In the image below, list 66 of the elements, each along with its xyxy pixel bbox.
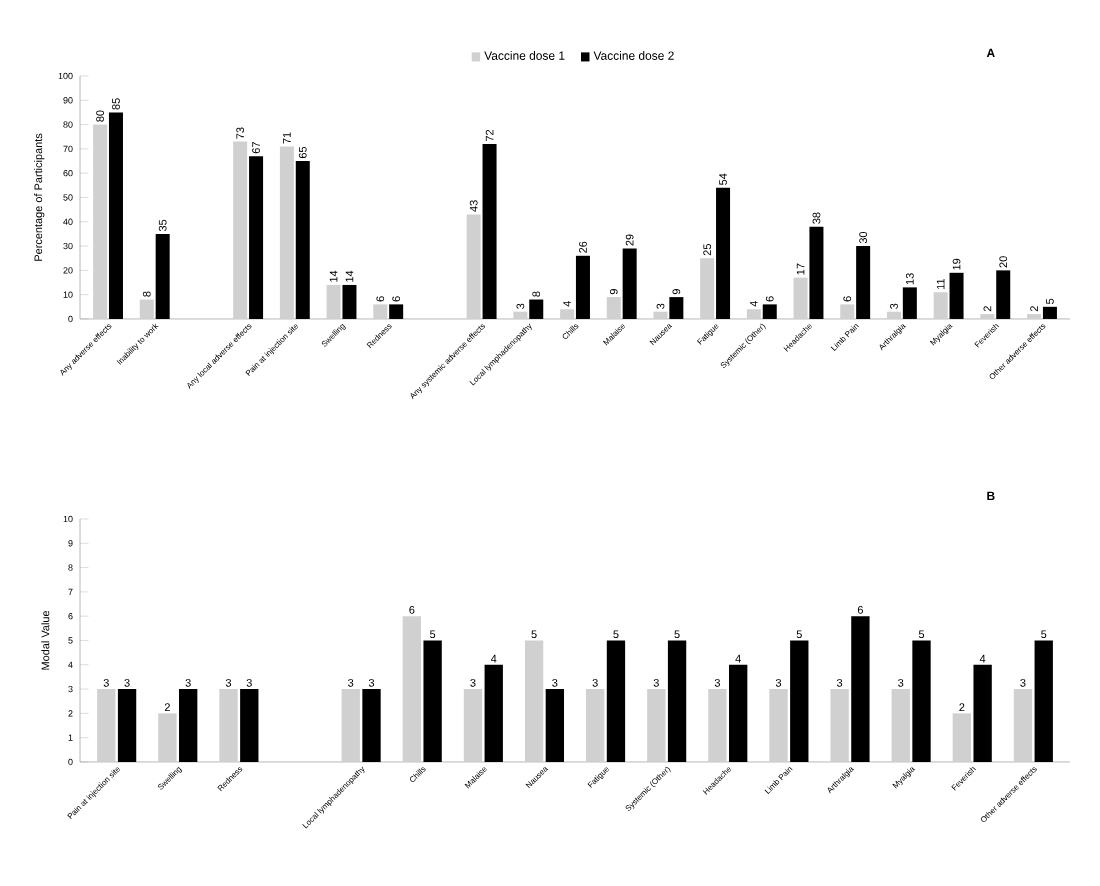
- bar: [840, 304, 855, 319]
- bar: [746, 309, 761, 319]
- bar: [466, 214, 481, 319]
- bar: [575, 255, 590, 319]
- bar: [423, 640, 442, 762]
- bar: [830, 689, 849, 762]
- bar: [606, 297, 621, 319]
- bar: [996, 270, 1011, 319]
- bar: [545, 689, 565, 762]
- bar: [249, 156, 264, 319]
- bar: [809, 226, 824, 319]
- bar: [708, 689, 727, 762]
- bar: [653, 311, 668, 319]
- bar: [669, 297, 684, 319]
- bar: [1034, 640, 1053, 762]
- bar: [155, 233, 170, 319]
- bar: [1013, 689, 1033, 762]
- bar: [647, 689, 666, 762]
- bar: [389, 304, 404, 319]
- bar: [891, 689, 910, 762]
- bar: [729, 664, 748, 762]
- bar: [793, 277, 808, 319]
- bar: [219, 689, 238, 762]
- bar: [1042, 306, 1057, 319]
- bar: [484, 664, 503, 762]
- bar: [586, 689, 605, 762]
- bar: [373, 304, 388, 319]
- bar: [482, 144, 497, 319]
- bar: [622, 248, 637, 319]
- bar: [952, 713, 972, 762]
- bar: [240, 689, 259, 762]
- bar: [233, 141, 248, 319]
- bar: [949, 272, 964, 319]
- bar: [716, 187, 731, 319]
- bar: [326, 284, 341, 319]
- bar: [902, 287, 917, 319]
- bar: [856, 246, 871, 319]
- bar: [513, 311, 528, 319]
- bar: [560, 309, 575, 319]
- bar: [851, 616, 870, 762]
- bar: [341, 689, 360, 762]
- bar: [667, 640, 687, 762]
- bar: [933, 292, 948, 319]
- bar: [529, 299, 544, 319]
- bar: [524, 640, 544, 762]
- bar: [108, 112, 123, 319]
- bar: [790, 640, 809, 762]
- bar: [158, 713, 177, 762]
- bar: [362, 689, 381, 762]
- bar: [886, 311, 901, 319]
- bar: [606, 640, 626, 762]
- bar: [179, 689, 198, 762]
- bar: [139, 299, 154, 319]
- bar: [762, 304, 777, 319]
- bar: [700, 258, 715, 319]
- bar: [402, 616, 422, 762]
- bar: [769, 689, 788, 762]
- bar: [279, 146, 294, 319]
- bar: [295, 161, 310, 319]
- bar: [912, 640, 931, 762]
- bar: [463, 689, 483, 762]
- bar: [93, 124, 108, 319]
- bar: [117, 689, 137, 762]
- bar: [342, 284, 357, 319]
- bar: [973, 664, 992, 762]
- bar: [97, 689, 116, 762]
